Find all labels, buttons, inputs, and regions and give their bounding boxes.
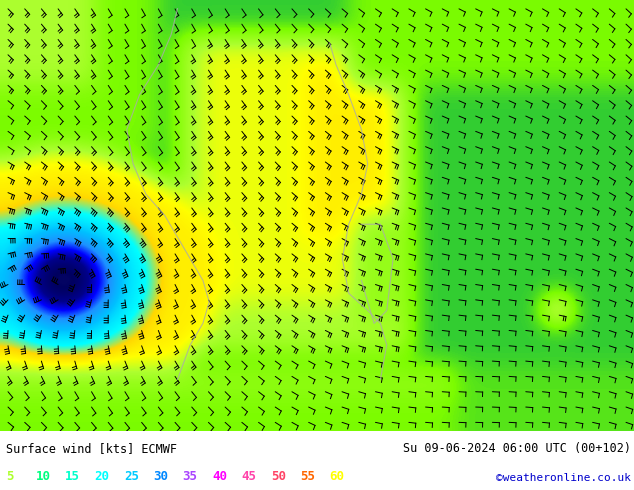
Text: Su 09-06-2024 06:00 UTC (00+102): Su 09-06-2024 06:00 UTC (00+102)	[403, 442, 631, 455]
Text: ©weatheronline.co.uk: ©weatheronline.co.uk	[496, 473, 631, 483]
Text: 50: 50	[271, 470, 286, 483]
Text: Surface wind [kts] ECMWF: Surface wind [kts] ECMWF	[6, 442, 178, 455]
Text: 20: 20	[94, 470, 110, 483]
Text: 35: 35	[183, 470, 198, 483]
Text: 60: 60	[330, 470, 345, 483]
Text: 30: 30	[153, 470, 168, 483]
Text: 5: 5	[6, 470, 14, 483]
Text: 40: 40	[212, 470, 227, 483]
Text: 45: 45	[242, 470, 257, 483]
Text: 55: 55	[301, 470, 315, 483]
Text: 25: 25	[124, 470, 139, 483]
Text: 15: 15	[65, 470, 80, 483]
Text: 10: 10	[36, 470, 51, 483]
